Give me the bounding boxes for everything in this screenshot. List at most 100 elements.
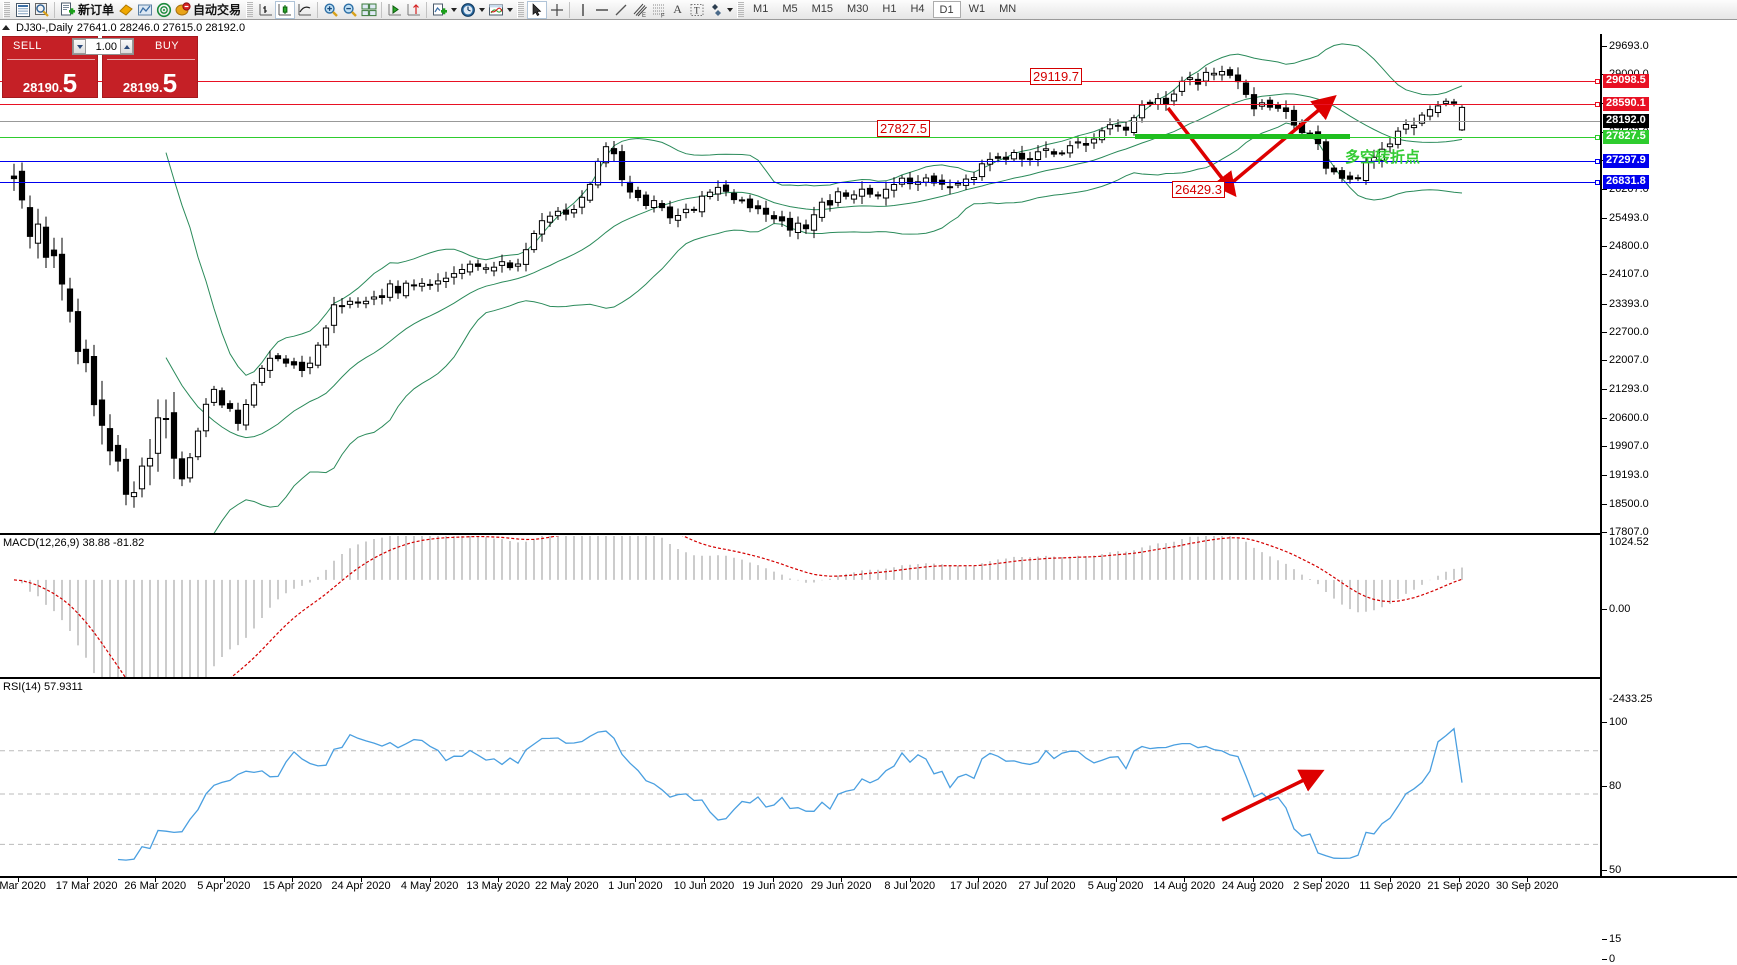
annotation-low[interactable]: 26429.3: [1172, 181, 1225, 198]
price-axis-tick: [1602, 446, 1607, 448]
annotation-chinese-note[interactable]: 多空转折点: [1345, 149, 1421, 166]
level-line-handle[interactable]: [1595, 79, 1600, 84]
price-level-line[interactable]: [0, 79, 1600, 84]
timeframe-mn[interactable]: MN: [999, 3, 1017, 15]
price-tag[interactable]: 27827.5: [1603, 130, 1649, 144]
trendline-icon[interactable]: [611, 1, 630, 19]
annotation-high[interactable]: 29119.7: [1030, 68, 1083, 85]
templates-icon[interactable]: [486, 1, 505, 19]
mql5-community-icon[interactable]: [116, 1, 135, 19]
collapse-triangle-icon[interactable]: [2, 25, 10, 30]
rsi-pane[interactable]: RSI(14) 57.9311: [0, 680, 1600, 876]
price-axis-tick: [1602, 303, 1607, 305]
time-axis[interactable]: 8 Mar 2020 17 Mar 2020 26 Mar 2020 5 Apr 20…: [0, 876, 1737, 894]
green-support-segment[interactable]: [1135, 134, 1350, 139]
level-line-handle[interactable]: [1595, 102, 1600, 107]
toolbar-separator-insert: [426, 1, 428, 18]
bar-chart-icon[interactable]: [256, 1, 275, 19]
timeframe-m15[interactable]: M15: [811, 3, 833, 15]
metaeditor-icon[interactable]: [135, 1, 154, 19]
zoom-out-icon[interactable]: [340, 1, 359, 19]
auto-scroll-icon[interactable]: [385, 1, 404, 19]
vertical-line-icon[interactable]: [573, 1, 592, 19]
equidistant-channel-icon[interactable]: E: [630, 1, 649, 19]
toolbar-separator-scroll: [381, 1, 383, 18]
price-tag[interactable]: 28192.0: [1603, 114, 1649, 128]
templates-chevron-down-icon[interactable]: [505, 1, 514, 19]
time-axis-tick: [1321, 878, 1323, 882]
toolbar-grip-timeframes[interactable]: [737, 1, 745, 18]
price-pane[interactable]: [0, 34, 1600, 534]
volume-decrease-button[interactable]: [73, 39, 86, 54]
rsi-axis-tick: [1602, 786, 1607, 787]
zoom-in-icon[interactable]: [321, 1, 340, 19]
level-line-handle[interactable]: [1595, 159, 1600, 164]
timeframe-m1[interactable]: M1: [753, 3, 769, 15]
level-line-handle[interactable]: [1595, 135, 1600, 140]
periods-icon[interactable]: [458, 1, 477, 19]
symbol-info-bar: DJ30-,Daily 27641.0 28246.0 27615.0 2819…: [0, 21, 1737, 34]
tile-windows-icon[interactable]: [359, 1, 378, 19]
time-axis-label: 29 Jun 2020: [810, 880, 872, 892]
horizontal-line-icon[interactable]: [592, 1, 611, 19]
new-order-icon[interactable]: [58, 1, 77, 19]
time-axis-tick: [292, 878, 294, 882]
line-chart-icon[interactable]: [295, 1, 314, 19]
text-label-icon[interactable]: T: [687, 1, 706, 19]
timeframe-m30[interactable]: M30: [847, 3, 869, 15]
indicators-icon[interactable]: [430, 1, 449, 19]
price-axis-tick: [1602, 503, 1607, 505]
price-tag[interactable]: 29098.5: [1603, 74, 1649, 88]
time-axis-label: 5 Apr 2020: [197, 880, 251, 892]
toolbar-grip-tools[interactable]: [517, 1, 525, 18]
price-level-line[interactable]: [0, 159, 1600, 164]
chart-area[interactable]: MACD(12,26,9) 38.88 -81.82 RSI(14) 57.93…: [0, 34, 1737, 965]
level-line-handle[interactable]: [1595, 180, 1600, 185]
crosshair-icon[interactable]: [547, 1, 566, 19]
autotrading-icon[interactable]: [173, 1, 192, 19]
price-tag[interactable]: 28590.1: [1603, 97, 1649, 111]
chart-shift-icon[interactable]: [404, 1, 423, 19]
new-order-label[interactable]: 新订单: [78, 3, 115, 17]
timeframe-m5[interactable]: M5: [782, 3, 798, 15]
macd-pane[interactable]: MACD(12,26,9) 38.88 -81.82: [0, 536, 1600, 678]
text-icon[interactable]: A: [673, 2, 682, 16]
one-click-trading-panel[interactable]: SELL 28190 . 5 BUY 28199 . 5 1.00: [2, 36, 198, 98]
shapes-chevron-down-icon[interactable]: [725, 1, 734, 19]
sell-price-main: 28190: [22, 80, 60, 95]
price-tag[interactable]: 26831.8: [1603, 175, 1649, 189]
annotation-mid[interactable]: 27827.5: [877, 120, 930, 137]
timeframe-d1[interactable]: D1: [932, 1, 961, 18]
price-level-line[interactable]: [0, 135, 1600, 140]
price-axis[interactable]: 29693.029000.028307.027593.026900.026207…: [1600, 34, 1737, 965]
rsi-indicator-label[interactable]: RSI(14) 57.9311: [3, 681, 83, 693]
toolbar-grip-charts[interactable]: [246, 1, 254, 18]
periods-chevron-down-icon[interactable]: [477, 1, 486, 19]
time-axis-tick: [361, 878, 362, 882]
cursor-icon[interactable]: [527, 0, 548, 19]
shapes-icon[interactable]: [706, 1, 725, 19]
volume-value[interactable]: 1.00: [95, 40, 117, 53]
price-axis-label: 21293.0: [1609, 383, 1649, 396]
price-level-line[interactable]: [0, 180, 1600, 185]
macd-indicator-label[interactable]: MACD(12,26,9) 38.88 -81.82: [3, 537, 145, 549]
timeframe-w1[interactable]: W1: [968, 3, 986, 15]
market-watch-icon[interactable]: [13, 1, 32, 19]
strategy-tester-icon[interactable]: [154, 1, 173, 19]
price-tag[interactable]: 27297.9: [1603, 154, 1649, 168]
price-level-line[interactable]: [0, 121, 1600, 122]
toolbar-grip-standard[interactable]: [3, 1, 10, 18]
data-window-icon[interactable]: [32, 1, 51, 19]
timeframe-h1[interactable]: H1: [882, 3, 897, 15]
volume-stepper[interactable]: 1.00: [72, 38, 134, 55]
sell-label: SELL: [13, 40, 42, 52]
candlestick-chart-icon[interactable]: [275, 0, 296, 19]
price-level-line[interactable]: [0, 102, 1600, 107]
time-axis-tick: [635, 878, 637, 882]
volume-increase-button[interactable]: [120, 39, 133, 54]
indicators-chevron-down-icon[interactable]: [449, 1, 458, 19]
autotrading-label[interactable]: 自动交易: [193, 3, 242, 17]
rsi-axis-tick: [1602, 870, 1607, 871]
fibonacci-retracement-icon[interactable]: F: [649, 1, 668, 19]
timeframe-h4[interactable]: H4: [910, 3, 925, 15]
